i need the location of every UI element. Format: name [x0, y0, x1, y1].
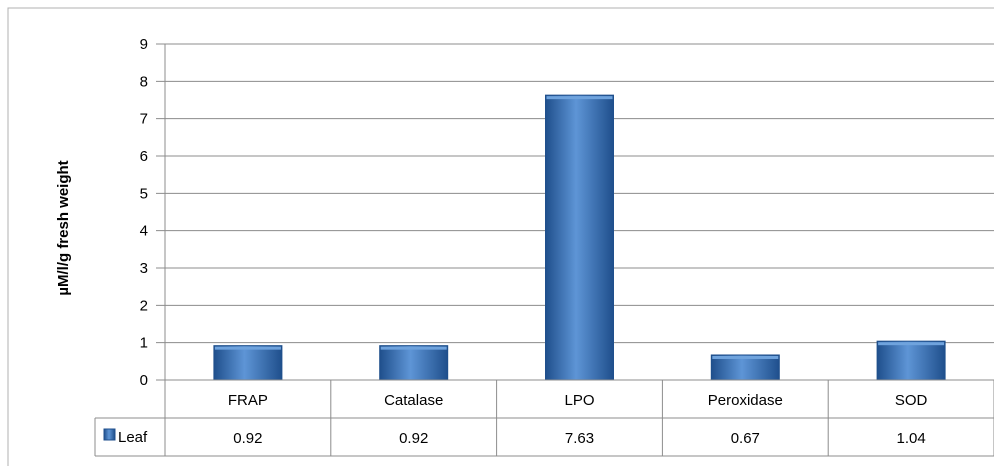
data-table: FRAP Catalase LPO Peroxidase SOD 0.92 0.92 7.63…: [94, 379, 994, 457]
bar-sod: [876, 340, 946, 381]
bar-lpo: [545, 94, 614, 381]
y-tick-label: 0: [140, 372, 148, 389]
y-tick-label: 3: [140, 260, 148, 277]
category-label: SOD: [895, 392, 928, 409]
data-table-value: 1.04: [896, 430, 925, 447]
bar-peroxidase: [710, 354, 780, 381]
bar-highlight: [214, 346, 281, 350]
bars: [213, 94, 946, 381]
category-label: LPO: [564, 392, 594, 409]
data-table-value: 7.63: [565, 430, 594, 447]
y-tick-label: 6: [140, 148, 148, 165]
data-table-value: 0.67: [731, 430, 760, 447]
category-label: Peroxidase: [708, 392, 783, 409]
bar-frap: [213, 345, 283, 381]
y-axis-label: µM/l/g fresh weight: [55, 160, 72, 295]
y-tick-label: 9: [140, 36, 148, 53]
data-table-value: 0.92: [233, 430, 262, 447]
y-tick-labels: 0 1 2 3 4 5 6 7 8 9: [140, 36, 148, 389]
legend-label: Leaf: [118, 429, 148, 446]
bar-highlight: [878, 342, 945, 346]
y-tick-label: 1: [140, 335, 148, 352]
legend-swatch: [103, 428, 116, 441]
bar-highlight: [380, 346, 447, 350]
category-label: FRAP: [228, 392, 268, 409]
data-table-value: 0.92: [399, 430, 428, 447]
y-tick-label: 8: [140, 73, 148, 90]
bar-catalase: [379, 345, 449, 381]
y-tick-label: 7: [140, 111, 148, 128]
bar-highlight: [712, 355, 779, 359]
category-label: Catalase: [384, 392, 443, 409]
y-tick-label: 2: [140, 297, 148, 314]
chart-frame: [7, 7, 994, 469]
bar-highlight: [546, 96, 613, 100]
y-tick-label: 5: [140, 185, 148, 202]
y-tick-label: 4: [140, 223, 148, 240]
